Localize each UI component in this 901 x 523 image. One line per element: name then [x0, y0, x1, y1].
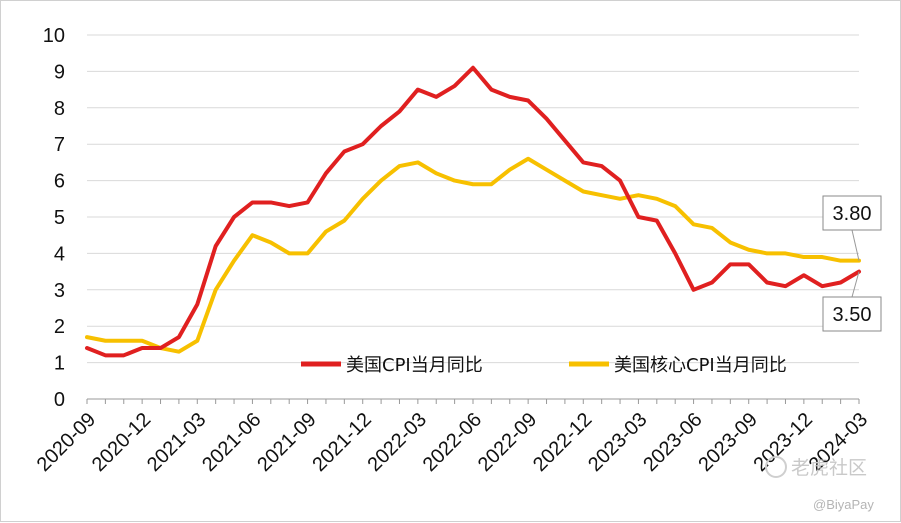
- legend: 美国CPI当月同比 美国核心CPI当月同比: [301, 355, 787, 376]
- x-tick-label: 2022-12: [529, 409, 596, 476]
- legend-label-core-cpi: 美国核心CPI当月同比: [614, 355, 787, 376]
- y-tick-label: 4: [54, 243, 65, 265]
- x-tick-label: 2021-06: [198, 409, 265, 476]
- callout-core-cpi: 3.80: [822, 195, 882, 261]
- watermark: 老虎社区 @BiyaPay: [765, 456, 874, 512]
- x-tick-label: 2020-09: [33, 409, 100, 476]
- y-tick-label: 3: [54, 280, 65, 302]
- x-tick-label: 2023-09: [694, 409, 761, 476]
- watermark-brand: 老虎社区: [791, 457, 867, 479]
- watermark-handle: @BiyaPay: [813, 497, 874, 512]
- x-tick-label: 2022-09: [474, 409, 541, 476]
- watermark-logo-icon: [765, 456, 787, 478]
- callout-value-cpi: 3.50: [833, 304, 872, 326]
- y-tick-label: 10: [43, 25, 65, 47]
- y-tick-label: 7: [54, 134, 65, 156]
- series-lines: [85, 65, 861, 358]
- y-tick-label: 5: [54, 207, 65, 229]
- callout-cpi: 3.50: [822, 271, 882, 332]
- callout-box-core: [822, 195, 882, 231]
- y-tick-label: 8: [54, 98, 65, 120]
- series-line-core-cpi: [85, 156, 861, 354]
- y-tick-label: 2: [54, 316, 65, 338]
- callout-leader-core: [851, 229, 860, 261]
- y-tick-label: 6: [54, 171, 65, 193]
- series-line-cpi: [85, 65, 861, 358]
- callout-box-cpi: [822, 296, 882, 332]
- y-tick-label: 0: [54, 389, 65, 411]
- value-callouts: 3.80 3.50: [822, 195, 882, 332]
- callout-leader-cpi: [851, 271, 860, 298]
- legend-label-cpi: 美国CPI当月同比: [346, 355, 483, 376]
- x-tick-label: 2021-03: [143, 409, 210, 476]
- x-tick-label: 2023-06: [639, 409, 706, 476]
- gridlines: [87, 34, 859, 400]
- x-tick-label: 2023-03: [584, 409, 651, 476]
- x-axis-ticks: 2020-092020-122021-032021-062021-092021-…: [33, 399, 872, 476]
- x-tick-label: 2020-12: [88, 409, 155, 476]
- x-tick-label: 2021-09: [253, 409, 320, 476]
- x-tick-label: 2022-03: [364, 409, 431, 476]
- callout-value-core: 3.80: [833, 203, 872, 225]
- x-tick-label: 2021-12: [308, 409, 375, 476]
- y-tick-label: 1: [54, 353, 65, 375]
- y-tick-label: 9: [54, 61, 65, 83]
- x-tick-label: 2022-06: [419, 409, 486, 476]
- y-axis-ticks: 0 1 2 3 4 5 6 7 8 9 10: [43, 25, 65, 411]
